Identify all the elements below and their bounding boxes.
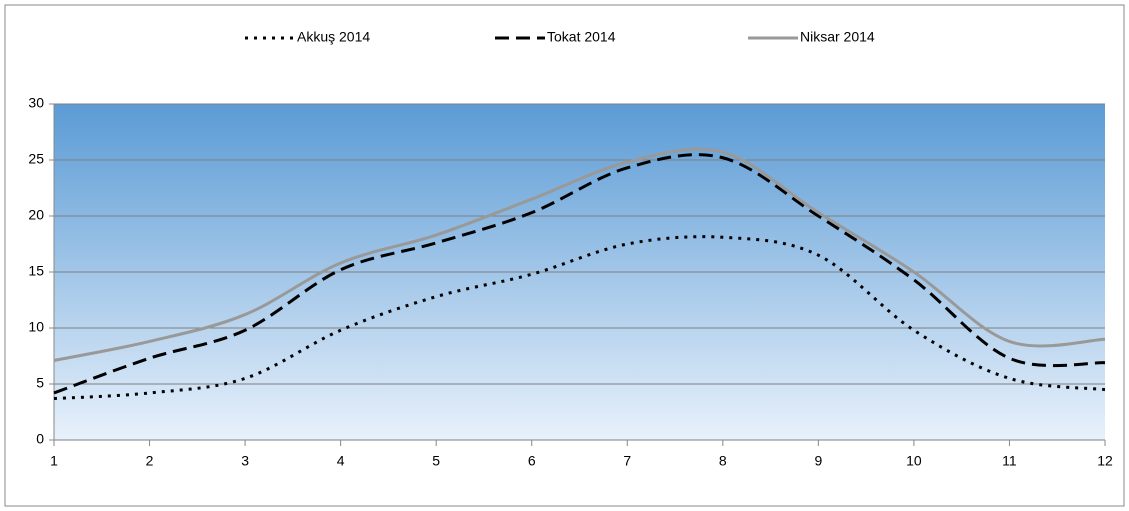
series-line — [53, 147, 1106, 362]
x-tick-label: 2 — [146, 453, 154, 469]
x-tick-label: 5 — [432, 453, 440, 469]
x-tick-label: 8 — [719, 453, 727, 469]
x-tick-label: 9 — [814, 453, 822, 469]
y-tick-label: 30 — [28, 95, 44, 111]
y-tick-label: 10 — [28, 319, 44, 335]
y-tick-label: 5 — [36, 375, 44, 391]
y-tick-label: 0 — [36, 431, 44, 447]
y-tick-label: 25 — [28, 151, 44, 167]
series-line — [53, 153, 1106, 395]
legend-label: Tokat 2014 — [547, 29, 616, 45]
y-tick-label: 20 — [28, 207, 44, 223]
x-tick-label: 6 — [528, 453, 536, 469]
x-tick-label: 7 — [623, 453, 631, 469]
x-tick-label: 3 — [241, 453, 249, 469]
x-tick-label: 10 — [906, 453, 922, 469]
y-tick-label: 15 — [28, 263, 44, 279]
x-tick-label: 4 — [337, 453, 345, 469]
legend-label: Niksar 2014 — [800, 29, 875, 45]
legend-label: Akkuş 2014 — [297, 29, 370, 45]
x-tick-label: 12 — [1097, 453, 1113, 469]
x-tick-label: 1 — [50, 453, 58, 469]
x-tick-label: 11 — [1002, 453, 1017, 469]
